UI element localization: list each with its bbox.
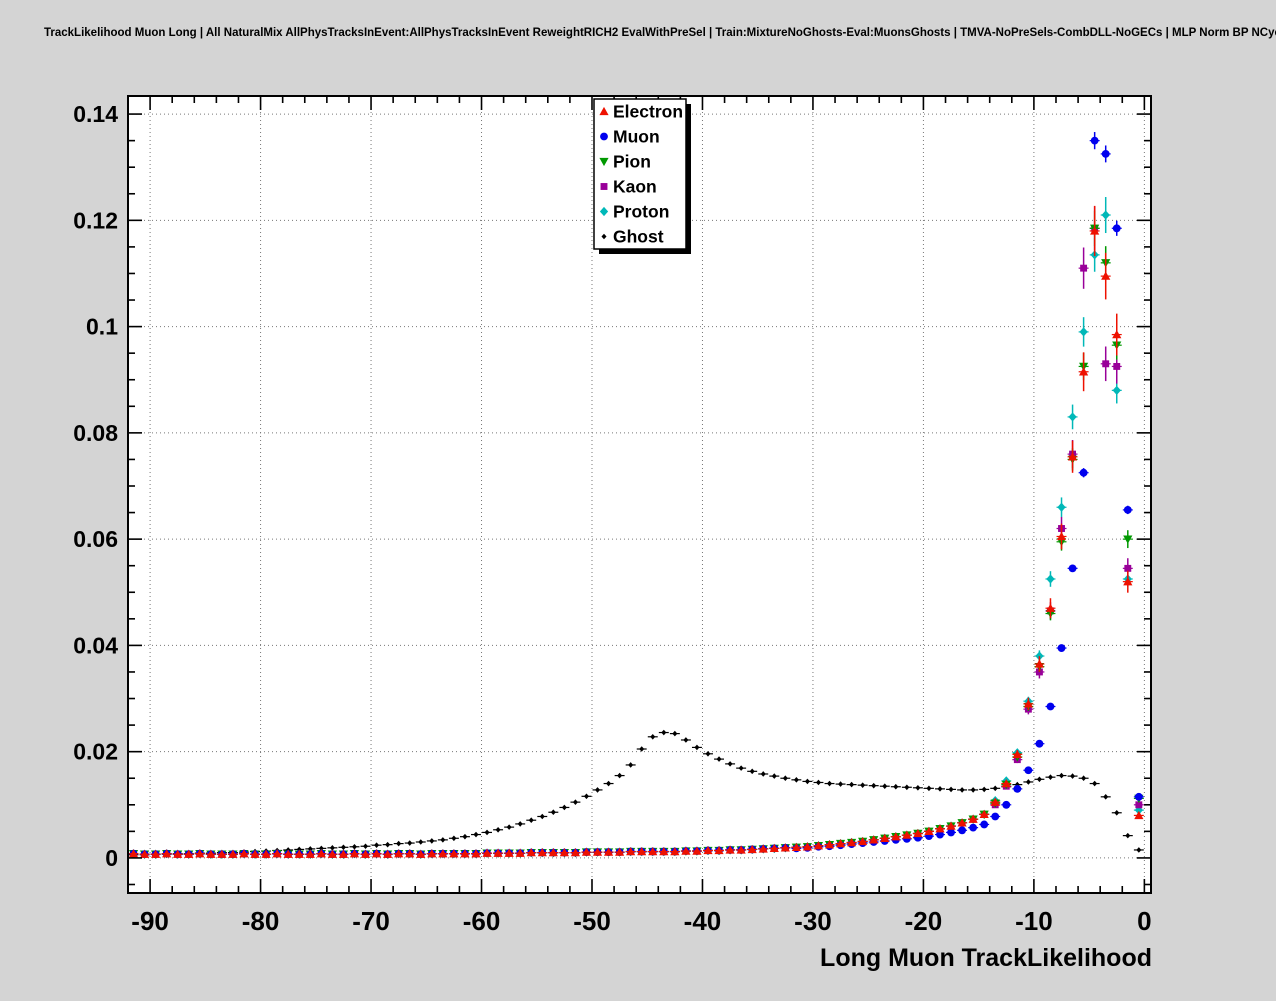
y-tick-label: 0.1: [86, 314, 118, 340]
x-tick-label: -80: [242, 906, 280, 936]
y-tick-label: 0.14: [73, 101, 118, 127]
x-axis-title: Long Muon TrackLikelihood: [820, 944, 1152, 972]
legend-label-muon: Muon: [613, 127, 660, 147]
plot-title: TrackLikelihood Muon Long | All NaturalM…: [44, 27, 1276, 39]
y-tick-label: 0.12: [73, 207, 118, 233]
y-tick-label: 0.02: [73, 739, 118, 765]
x-tick-label: -40: [684, 906, 722, 936]
y-tick-label: 0.06: [73, 526, 118, 552]
frame-border: [127, 95, 1152, 894]
gridlines: [128, 96, 1151, 893]
y-tick-label: 0.08: [73, 420, 118, 446]
y-tick-label: 0: [105, 845, 118, 871]
legend-box: [593, 98, 687, 250]
x-tick-label: -50: [573, 906, 611, 936]
x-tick-label: -60: [463, 906, 501, 936]
legend-label-proton: Proton: [613, 202, 669, 222]
axis-ticks: [127, 96, 1151, 893]
legend-label-kaon: Kaon: [613, 177, 657, 197]
legend-label-electron: Electron: [613, 102, 683, 122]
x-tick-label: -70: [352, 906, 390, 936]
legend-label-ghost: Ghost: [613, 227, 664, 247]
legend-label-pion: Pion: [613, 152, 651, 172]
x-tick-label: 0: [1137, 906, 1151, 936]
y-tick-label: 0.04: [73, 632, 118, 658]
x-tick-label: -20: [905, 906, 943, 936]
legend: Electron Muon Pion Kaon Proton Ghost: [593, 98, 691, 254]
axis-labels: 0 0.02 0.04 0.06 0.08 0.1 0.12 0.14 -90 -80 -70 -60…: [73, 101, 1152, 972]
x-tick-label: -90: [131, 906, 169, 936]
x-tick-label: -30: [794, 906, 832, 936]
series-electron: [128, 205, 1144, 858]
x-tick-label: -10: [1015, 906, 1053, 936]
